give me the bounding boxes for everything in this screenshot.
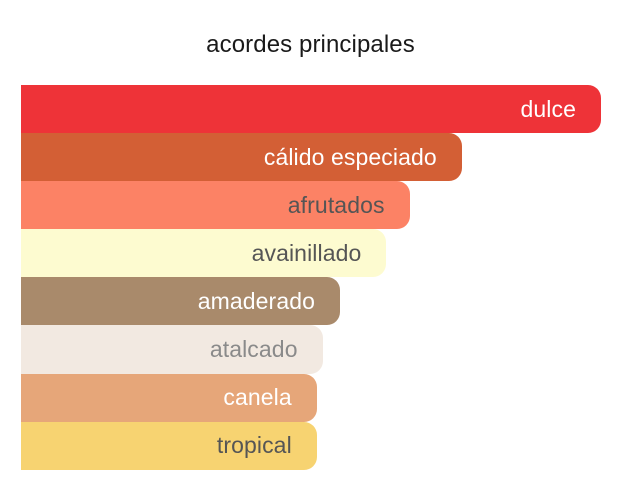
bar-row: atalcado xyxy=(21,325,601,374)
bar-list: dulce cálido especiado afrutados avainillad… xyxy=(21,85,601,470)
bar-row: afrutados xyxy=(21,181,601,230)
bar-5[interactable]: atalcado xyxy=(21,325,323,374)
chart-title: acordes principales xyxy=(206,31,415,58)
bar-label: dulce xyxy=(520,95,576,122)
bar-row: tropical xyxy=(21,421,601,470)
bar-label: atalcado xyxy=(209,336,298,363)
bar-label: amaderado xyxy=(197,287,315,314)
bar-0[interactable]: dulce xyxy=(21,85,601,134)
bar-3[interactable]: avainillado xyxy=(21,229,387,278)
bar-4[interactable]: amaderado xyxy=(21,277,340,326)
bar-label: tropical xyxy=(216,432,292,459)
bar-row: dulce xyxy=(21,85,601,134)
bar-row: cálido especiado xyxy=(21,133,601,182)
bar-label: avainillado xyxy=(251,239,362,266)
bar-row: amaderado xyxy=(21,277,601,326)
bar-6[interactable]: canela xyxy=(21,373,317,422)
bar-label: canela xyxy=(223,384,292,411)
bar-2[interactable]: afrutados xyxy=(21,181,410,230)
bar-1[interactable]: cálido especiado xyxy=(21,133,462,182)
bar-row: canela xyxy=(21,373,601,422)
bar-7[interactable]: tropical xyxy=(21,421,317,470)
bar-label: cálido especiado xyxy=(263,143,437,170)
bar-row: avainillado xyxy=(21,229,601,278)
bar-label: afrutados xyxy=(287,191,385,218)
